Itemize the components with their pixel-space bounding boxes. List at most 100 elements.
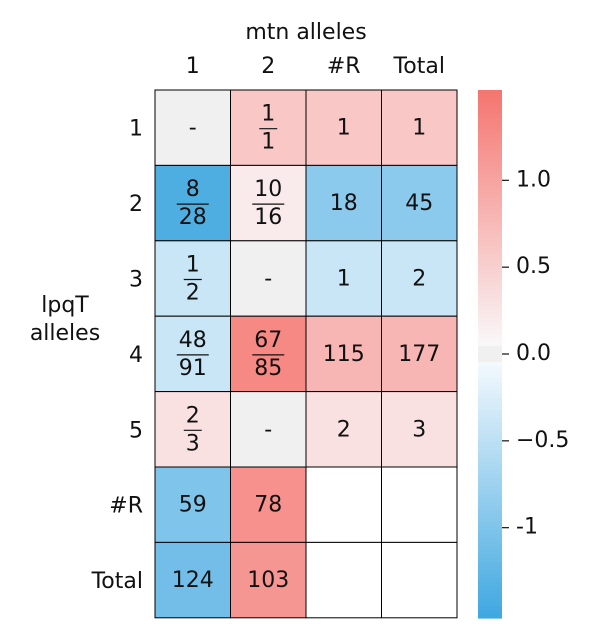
cell-label: - [189, 116, 197, 141]
colorbar-segment [478, 586, 502, 591]
colorbar-segment [478, 206, 502, 211]
colorbar-segment [478, 246, 502, 251]
colorbar-segment [478, 162, 502, 167]
colorbar-segment [478, 394, 502, 399]
colorbar-segment [478, 486, 502, 491]
colorbar-segment [478, 126, 502, 131]
row-label: 5 [129, 418, 143, 443]
cell-label: 177 [398, 342, 440, 367]
colorbar-segment [478, 310, 502, 315]
colorbar-segment [478, 402, 502, 407]
cell-numerator: 67 [254, 328, 282, 353]
colorbar-segment [478, 414, 502, 419]
colorbar-segment [478, 306, 502, 311]
colorbar-segment [478, 506, 502, 511]
cell-denominator: 16 [254, 205, 282, 230]
colorbar-segment [478, 602, 502, 607]
colorbar-segment [478, 214, 502, 219]
colorbar-segment [478, 122, 502, 127]
colorbar-segment [478, 438, 502, 443]
colorbar-segment [478, 274, 502, 279]
cell [305, 89, 382, 166]
colorbar-segment [478, 198, 502, 203]
colorbar-segment [478, 210, 502, 215]
colorbar-segment [478, 286, 502, 291]
colorbar-segment [478, 398, 502, 403]
cell-label: 45 [405, 191, 433, 216]
cell-numerator: 8 [186, 177, 200, 202]
colorbar-segment [478, 362, 502, 367]
colorbar-segment [478, 422, 502, 427]
colorbar-segment [478, 354, 502, 359]
colorbar-segment [478, 458, 502, 463]
cell-denominator: 91 [179, 356, 207, 381]
cell-denominator: 3 [186, 431, 200, 456]
colorbar-segment [478, 434, 502, 439]
colorbar-segment [478, 238, 502, 243]
colorbar-segment [478, 466, 502, 471]
cell-label: 103 [247, 568, 289, 593]
cell-label: 78 [254, 493, 282, 518]
colorbar-segment [478, 566, 502, 571]
colorbar-segment [478, 110, 502, 115]
cell [154, 89, 231, 166]
colorbar-segment [478, 338, 502, 343]
cell-numerator: 2 [186, 403, 200, 428]
colorbar-segment [478, 262, 502, 267]
colorbar-segment [478, 166, 502, 171]
empty-cell [305, 466, 382, 543]
cell [230, 315, 307, 393]
cell [230, 240, 307, 317]
colorbar-segment [478, 318, 502, 323]
colorbar-segment [478, 326, 502, 331]
cell [381, 240, 458, 317]
colorbar-segment [478, 114, 502, 119]
colorbar-segment [478, 610, 502, 615]
colorbar-segment [478, 378, 502, 383]
cell [154, 391, 231, 468]
colorbar-segment [478, 142, 502, 147]
cell-numerator: 10 [254, 177, 282, 202]
colorbar-segment [478, 614, 502, 619]
colorbar-segment [478, 90, 502, 95]
empty-cell [381, 541, 458, 619]
cell [154, 164, 231, 242]
cell [305, 240, 382, 317]
colorbar-segment [478, 598, 502, 603]
colorbar-segment [478, 94, 502, 99]
colorbar-segment [478, 590, 502, 595]
cell-label: 1 [412, 116, 426, 141]
colorbar-segment [478, 410, 502, 415]
cell [154, 541, 231, 619]
colorbar-segment [478, 534, 502, 539]
colorbar-segment [478, 442, 502, 447]
colorbar-segment [478, 254, 502, 259]
cell [230, 541, 307, 619]
colorbar-segment [478, 406, 502, 411]
colorbar-segment [478, 158, 502, 163]
colorbar-segment [478, 242, 502, 247]
cell-label: 3 [412, 417, 426, 442]
colorbar-segment [478, 514, 502, 519]
colorbar-segment [478, 250, 502, 255]
cell-label: 115 [323, 342, 365, 367]
colorbar-segment [478, 270, 502, 275]
colorbar-segment [478, 150, 502, 155]
colorbar-segment [478, 294, 502, 299]
colorbar-segment [478, 450, 502, 455]
colorbar-segment [478, 170, 502, 175]
colorbar-segment [478, 154, 502, 159]
cell-numerator: 1 [261, 102, 275, 127]
colorbar-segment [478, 426, 502, 431]
cell-label: 2 [412, 267, 426, 292]
colorbar-segment [478, 606, 502, 611]
colorbar-segment [478, 582, 502, 587]
colorbar-segment [478, 290, 502, 295]
colorbar-segment [478, 370, 502, 375]
colorbar-segment [478, 538, 502, 543]
empty-cell [305, 541, 382, 619]
colorbar-tick-label: 0.0 [516, 341, 551, 366]
colorbar-segment [478, 562, 502, 567]
y-axis-label: lpqT alleles [29, 293, 101, 346]
